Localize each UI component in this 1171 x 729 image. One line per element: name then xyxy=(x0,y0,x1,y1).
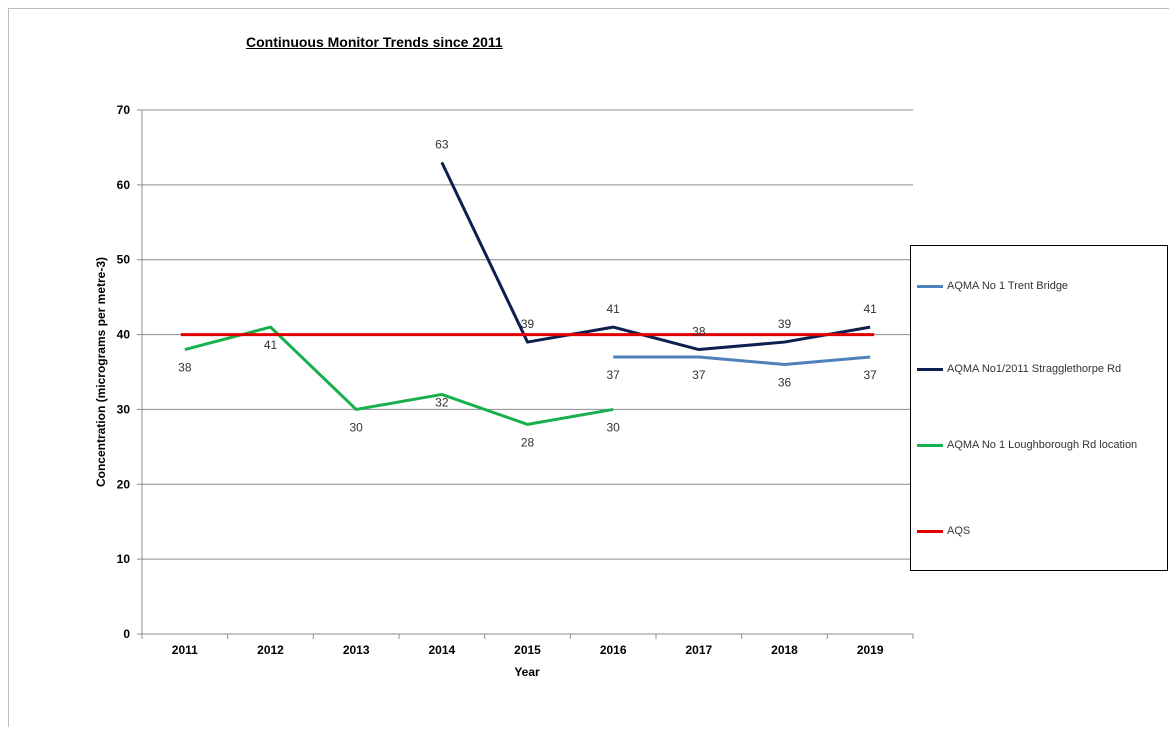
data-label: 37 xyxy=(692,368,706,382)
series-line xyxy=(184,325,614,426)
data-label: 41 xyxy=(606,302,620,316)
x-tick-label: 2018 xyxy=(771,643,798,657)
x-axis-title: Year xyxy=(514,665,540,679)
legend-label: AQS xyxy=(947,525,971,537)
legend-label: AQMA No 1 Loughborough Rd location xyxy=(947,439,1138,451)
data-label: 39 xyxy=(778,317,792,331)
legend: AQMA No 1 Trent Bridge AQMA No1/2011 Stra… xyxy=(910,245,1168,571)
legend-item: AQS xyxy=(917,523,970,539)
x-tick-label: 2013 xyxy=(343,643,370,657)
y-tick-label: 70 xyxy=(117,103,131,117)
x-tick-label: 2017 xyxy=(685,643,712,657)
y-tick-label: 60 xyxy=(117,178,131,192)
data-label: 36 xyxy=(778,376,792,390)
data-label: 38 xyxy=(692,325,706,339)
legend-item: AQMA No 1 Trent Bridge xyxy=(917,278,1068,294)
y-tick-label: 40 xyxy=(117,328,131,342)
data-label: 32 xyxy=(435,395,449,409)
y-tick-label: 10 xyxy=(117,552,131,566)
legend-label: AQMA No 1 Trent Bridge xyxy=(947,280,1069,292)
legend-swatch xyxy=(917,367,943,371)
x-tick-label: 2019 xyxy=(857,643,884,657)
chart-title: Continuous Monitor Trends since 2011 xyxy=(246,34,503,50)
chart-frame xyxy=(8,8,1169,727)
data-label: 37 xyxy=(863,368,877,382)
series-line xyxy=(440,161,871,352)
legend-swatch xyxy=(917,443,943,447)
legend-item: AQMA No 1 Loughborough Rd location xyxy=(917,437,1137,453)
legend-item: AQMA No1/2011 Stragglethorpe Rd xyxy=(917,361,1121,377)
data-label: 39 xyxy=(521,317,535,331)
data-label: 30 xyxy=(606,420,620,434)
x-tick-label: 2016 xyxy=(600,643,627,657)
legend-label: AQMA No1/2011 Stragglethorpe Rd xyxy=(947,363,1122,375)
x-tick-label: 2015 xyxy=(514,643,541,657)
y-tick-label: 50 xyxy=(117,253,131,267)
data-label: 37 xyxy=(606,368,620,382)
x-tick-label: 2014 xyxy=(428,643,455,657)
legend-swatch xyxy=(917,529,943,533)
series-line xyxy=(613,355,871,367)
data-label-layer: 37 37 36 37 63 39 41 38 39 41 38 41 30 32 28 30 xyxy=(178,137,877,449)
y-tick-label: 20 xyxy=(117,477,131,491)
axis-layer: 0 10 20 30 40 50 60 70 2011 2012 2013 2014 2015 2016 2… xyxy=(117,103,914,657)
y-tick-label: 0 xyxy=(123,627,130,641)
data-label: 41 xyxy=(863,302,877,316)
y-axis-title: Concentration (micrograms per metre-3) xyxy=(94,257,108,487)
y-tick-label: 30 xyxy=(117,402,131,416)
legend-swatch xyxy=(917,284,943,288)
x-tick-label: 2011 xyxy=(172,643,198,657)
data-label: 38 xyxy=(178,361,192,375)
data-label: 28 xyxy=(521,435,535,449)
data-label: 41 xyxy=(264,338,278,352)
series-layer xyxy=(180,161,875,426)
x-tick-label: 2012 xyxy=(257,643,284,657)
data-label: 63 xyxy=(435,137,449,151)
data-label: 30 xyxy=(349,420,363,434)
